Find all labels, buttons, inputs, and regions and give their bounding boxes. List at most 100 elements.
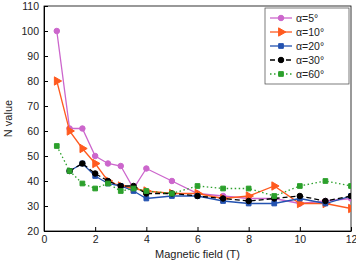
x-axis-line bbox=[45, 231, 352, 232]
marker bbox=[93, 186, 98, 191]
x-tick-label: 8 bbox=[246, 233, 252, 245]
marker bbox=[92, 171, 98, 177]
legend-marker bbox=[279, 28, 286, 36]
series bbox=[54, 77, 351, 213]
x-tick-mark bbox=[146, 227, 147, 231]
marker bbox=[67, 169, 72, 174]
marker bbox=[80, 161, 85, 166]
y-tick-mark bbox=[44, 206, 48, 207]
marker bbox=[272, 201, 277, 206]
x-tick: 2 bbox=[93, 227, 99, 245]
legend-entry: α=10° bbox=[270, 26, 324, 38]
legend-entry: α=5° bbox=[270, 12, 318, 24]
series-line bbox=[57, 31, 351, 204]
y-axis: 2030405060708090100110 bbox=[21, 0, 48, 237]
series bbox=[54, 144, 351, 199]
marker bbox=[349, 204, 351, 212]
series-line bbox=[70, 164, 351, 202]
series bbox=[54, 28, 351, 206]
x-tick: 8 bbox=[246, 227, 252, 245]
marker bbox=[118, 189, 123, 194]
y-tick-label: 110 bbox=[22, 0, 39, 12]
marker bbox=[169, 191, 175, 197]
legend-label: α=30° bbox=[296, 54, 324, 66]
marker bbox=[80, 181, 85, 186]
marker bbox=[131, 186, 137, 192]
marker bbox=[105, 161, 111, 167]
marker bbox=[144, 196, 149, 201]
marker bbox=[272, 194, 277, 199]
marker bbox=[131, 186, 136, 191]
marker bbox=[92, 153, 98, 159]
y-tick-mark bbox=[44, 6, 48, 7]
x-tick-label: 12 bbox=[346, 233, 356, 245]
legend: α=5° α=10° α=20° α=30° α=60° bbox=[265, 8, 349, 84]
legend-entry: α=30° bbox=[270, 54, 324, 66]
marker bbox=[195, 193, 201, 199]
marker bbox=[323, 198, 329, 204]
y-tick-mark bbox=[44, 131, 48, 132]
marker bbox=[80, 126, 86, 132]
marker bbox=[118, 183, 124, 189]
marker bbox=[349, 184, 351, 189]
y-tick: 100 bbox=[21, 25, 48, 37]
series-marks bbox=[54, 28, 351, 212]
y-tick-label: 50 bbox=[27, 150, 39, 162]
legend-box bbox=[265, 8, 349, 84]
marker bbox=[54, 28, 60, 34]
x-axis: 024681012 bbox=[42, 227, 356, 245]
x-axis-title: Magnetic field (T) bbox=[155, 248, 240, 260]
x-tick: 6 bbox=[195, 227, 201, 245]
y-tick: 60 bbox=[27, 125, 48, 137]
marker bbox=[348, 193, 351, 199]
series-line bbox=[57, 81, 351, 209]
marker bbox=[93, 159, 100, 167]
y-tick-label: 100 bbox=[21, 25, 39, 37]
marker bbox=[220, 196, 226, 202]
marker bbox=[323, 179, 328, 184]
x-tick: 4 bbox=[144, 227, 150, 245]
marker bbox=[106, 181, 111, 186]
series bbox=[67, 161, 351, 206]
marker bbox=[349, 194, 351, 199]
series-line bbox=[57, 146, 351, 196]
marker bbox=[246, 186, 251, 191]
marker bbox=[195, 194, 200, 199]
y-tick: 40 bbox=[27, 175, 48, 187]
plot: 0246810122030405060708090100110α=5°α=10°… bbox=[21, 0, 356, 245]
marker bbox=[80, 161, 86, 167]
marker bbox=[106, 181, 111, 186]
x-tick-label: 2 bbox=[93, 233, 99, 245]
series-line bbox=[70, 164, 351, 204]
marker bbox=[323, 198, 329, 204]
y-tick-mark bbox=[44, 231, 48, 232]
marker bbox=[67, 169, 72, 174]
y-axis-line bbox=[44, 7, 45, 232]
y-tick: 20 bbox=[27, 225, 48, 237]
y-tick-label: 80 bbox=[27, 75, 39, 87]
legend-entry: α=60° bbox=[270, 68, 324, 80]
marker bbox=[221, 186, 226, 191]
y-axis-title: N value bbox=[2, 100, 14, 137]
y-tick-mark bbox=[44, 81, 48, 82]
plot-frame bbox=[44, 6, 351, 231]
x-tick-mark bbox=[300, 227, 301, 231]
series bbox=[67, 161, 351, 204]
x-tick-label: 6 bbox=[195, 233, 201, 245]
legend-marker bbox=[279, 72, 284, 77]
y-tick-label: 20 bbox=[27, 225, 39, 237]
legend-marker bbox=[279, 44, 284, 49]
x-tick-mark bbox=[249, 227, 250, 231]
legend-label: α=20° bbox=[296, 40, 324, 52]
y-tick: 90 bbox=[27, 50, 48, 62]
legend-label: α=60° bbox=[296, 68, 324, 80]
marker bbox=[144, 166, 150, 172]
marker bbox=[169, 178, 175, 184]
y-tick-label: 60 bbox=[27, 125, 39, 137]
marker bbox=[54, 77, 61, 85]
marker bbox=[67, 168, 73, 174]
marker bbox=[170, 191, 175, 196]
chart: 0246810122030405060708090100110α=5°α=10°… bbox=[0, 0, 356, 261]
y-tick: 50 bbox=[27, 150, 48, 162]
y-tick: 30 bbox=[27, 200, 48, 212]
